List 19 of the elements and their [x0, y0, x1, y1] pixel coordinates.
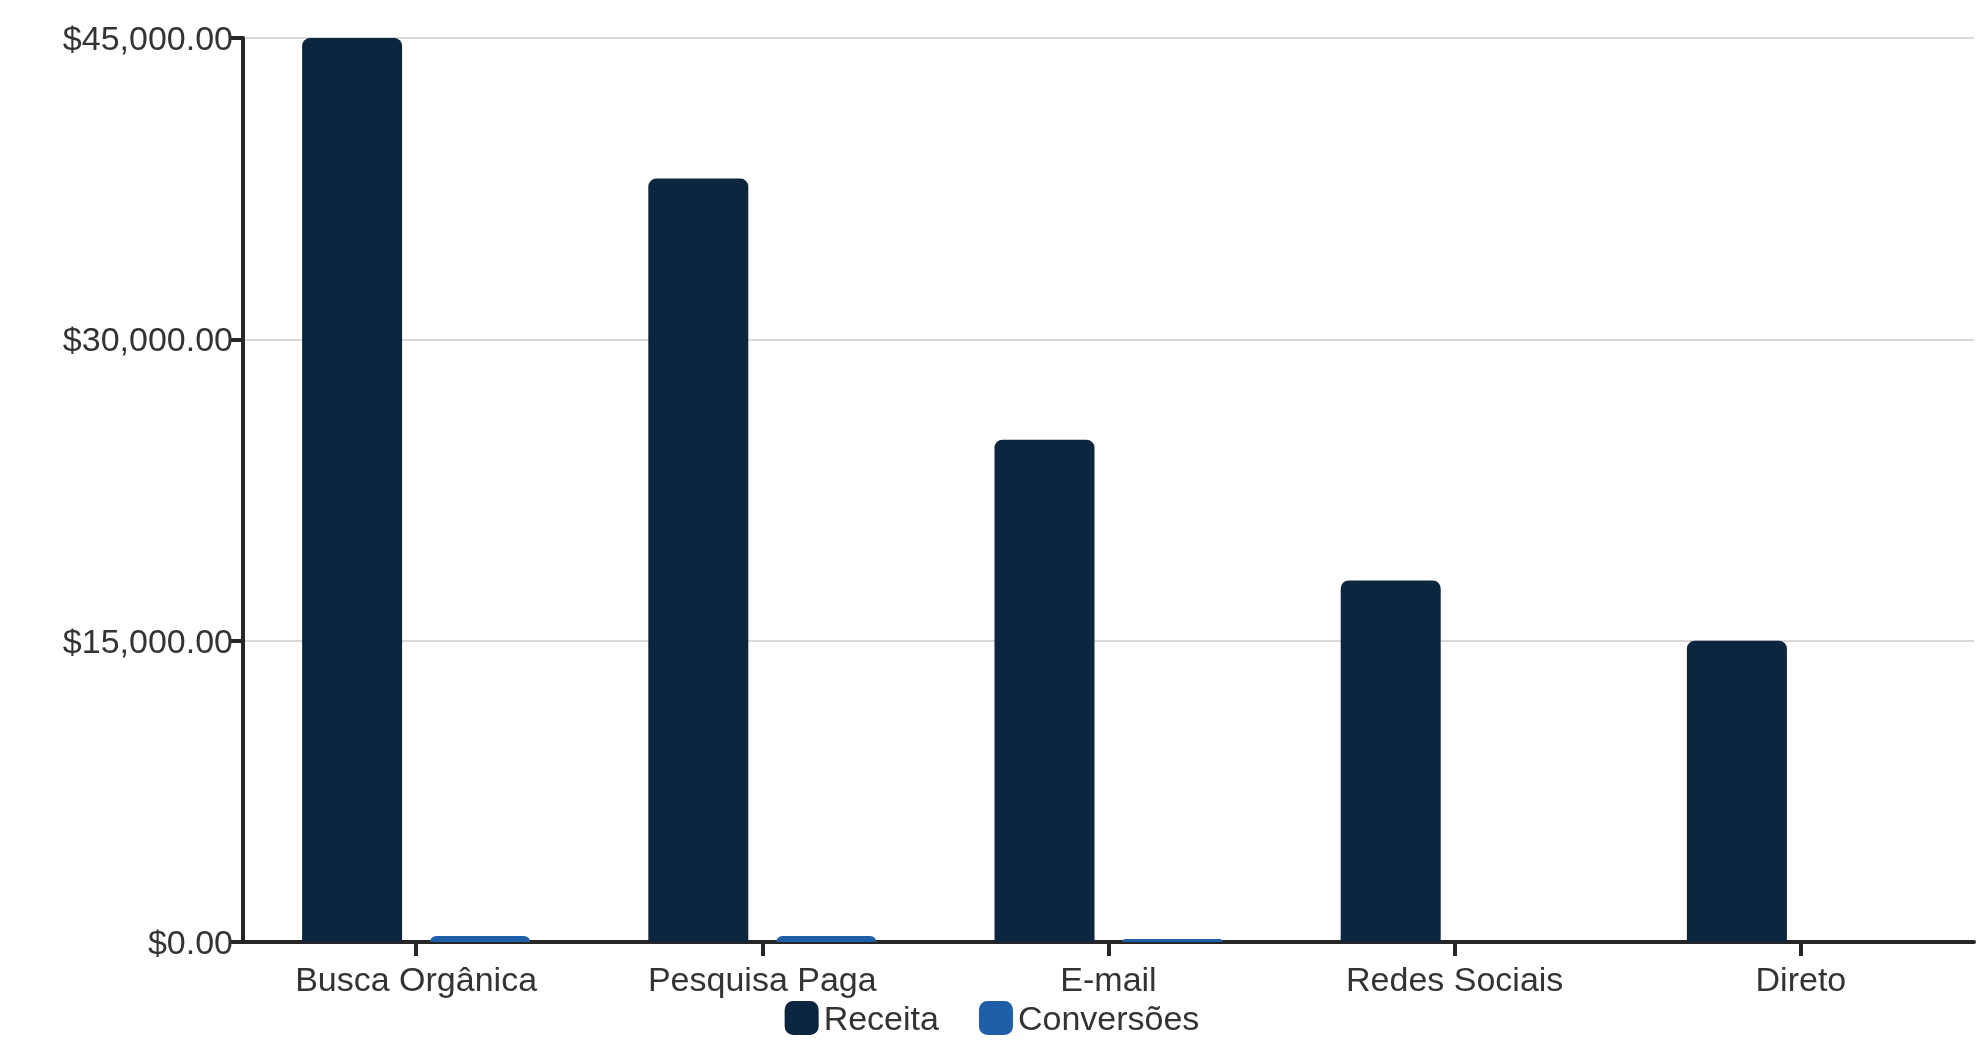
bar: [648, 178, 749, 942]
legend-label: Conversões: [1017, 999, 1200, 1037]
bar: [302, 38, 403, 942]
bar: [430, 935, 531, 942]
legend-label: Receita: [823, 999, 940, 1037]
x-tick-label: E-mail: [1060, 960, 1157, 998]
bar: [776, 935, 877, 942]
x-tick-label: Pesquisa Paga: [647, 960, 877, 998]
y-tick-label: $45,000.00: [62, 19, 233, 57]
x-tick-label: Busca Orgânica: [295, 960, 538, 998]
x-tick-label: Redes Sociais: [1346, 960, 1564, 998]
bar: [1686, 640, 1787, 942]
y-tick-label: $0.00: [147, 923, 233, 961]
bar: [1122, 938, 1223, 942]
y-tick-label: $30,000.00: [62, 320, 233, 359]
bar: [1340, 580, 1441, 942]
y-tick-label: $15,000.00: [62, 621, 233, 660]
x-tick-label: Direto: [1755, 960, 1847, 998]
bar: [994, 439, 1095, 942]
